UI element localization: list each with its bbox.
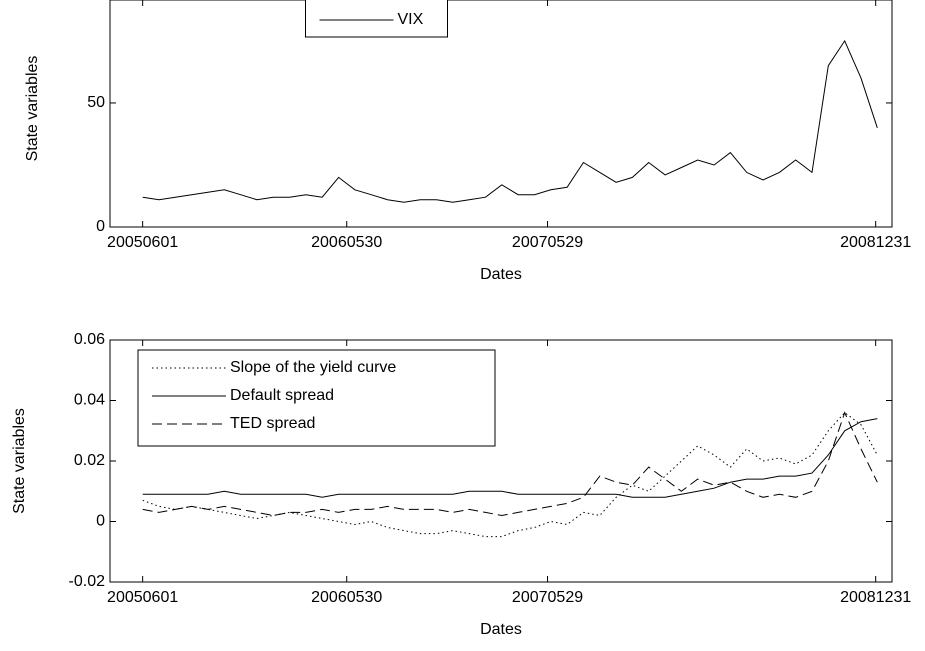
data-line <box>142 39 878 203</box>
legend-box <box>137 349 496 447</box>
x-tick-label: 20060530 <box>311 589 382 606</box>
x-tick-label: 20081231 <box>840 234 911 251</box>
subplot: -0.02 0 0.02 0.04 0.06 20050601 20060530 200705… <box>11 331 911 638</box>
legend-label: Default spread <box>230 387 334 404</box>
y-tick-label: 0.04 <box>74 392 105 409</box>
y-axis-label: State variables <box>24 56 41 162</box>
plot-frame <box>109 0 893 228</box>
x-tick-label: 20050601 <box>107 234 178 251</box>
data-line <box>142 418 878 498</box>
x-axis-label: Dates <box>480 621 522 638</box>
legend-label: TED spread <box>230 415 315 432</box>
y-tick-label: 0.06 <box>74 331 105 348</box>
y-tick-label: 50 <box>87 94 105 111</box>
y-axis-label: State variables <box>11 408 28 514</box>
legend: VIX <box>305 0 448 38</box>
x-axis-label: Dates <box>480 266 522 283</box>
y-tick-label: 0 <box>96 513 105 530</box>
x-tick-label: 20081231 <box>840 589 911 606</box>
data-line <box>142 411 878 517</box>
legend: Slope of the yield curve Default spread TE… <box>137 349 496 447</box>
subplot: 0 50 20050601 20060530 20070529 20081231 Dates… <box>24 0 911 283</box>
legend-box <box>305 0 448 38</box>
x-tick-label: 20060530 <box>311 234 382 251</box>
data-line <box>142 411 878 538</box>
legend-label: VIX <box>398 11 424 28</box>
y-tick-label: -0.02 <box>69 573 106 590</box>
x-tick-label: 20070529 <box>512 234 583 251</box>
y-tick-label: 0.02 <box>74 452 105 469</box>
legend-label: Slope of the yield curve <box>230 359 396 376</box>
y-tick-label: 0 <box>96 218 105 235</box>
x-tick-label: 20050601 <box>107 589 178 606</box>
x-tick-label: 20070529 <box>512 589 583 606</box>
